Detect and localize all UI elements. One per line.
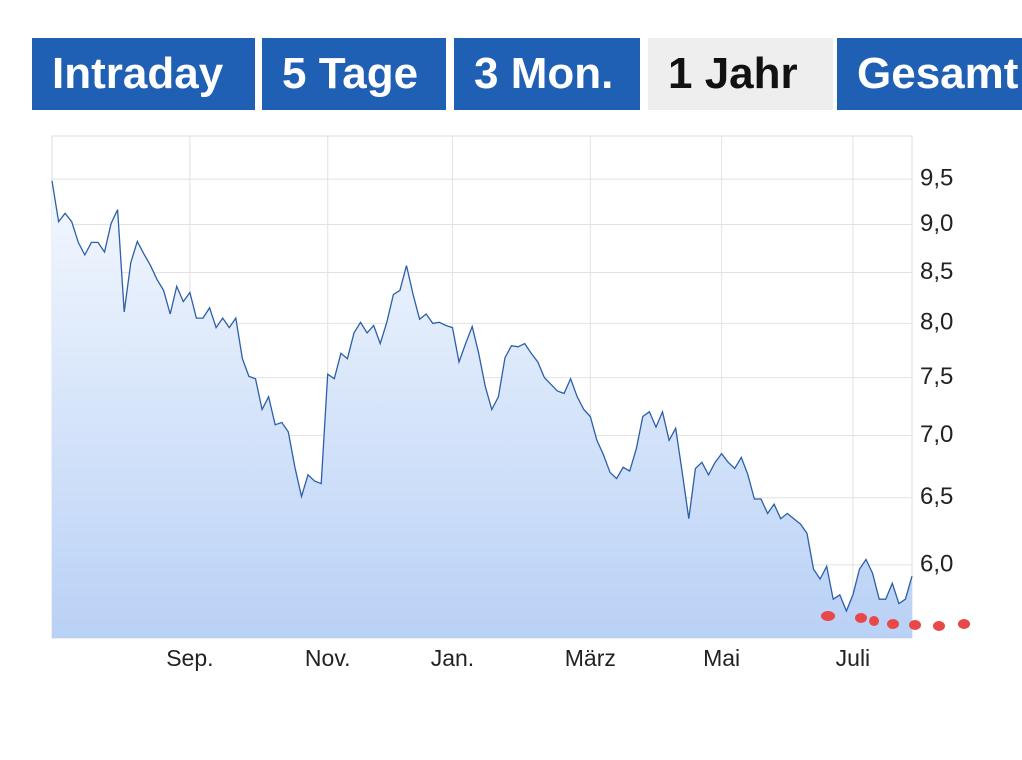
y-tick-label: 9,0 bbox=[920, 210, 953, 237]
area bbox=[52, 180, 912, 639]
tab[interactable]: 1 Jahr bbox=[648, 38, 833, 110]
y-tick-label: 7,5 bbox=[920, 363, 953, 390]
x-tick-label: Jan. bbox=[431, 645, 474, 671]
x-tick-label: Nov. bbox=[305, 645, 351, 671]
y-tick-label: 8,5 bbox=[920, 258, 953, 285]
annotation-dot bbox=[855, 613, 867, 623]
x-tick-label: Juli bbox=[836, 645, 871, 671]
tab[interactable]: Intraday bbox=[32, 38, 255, 110]
annotation-dot bbox=[869, 616, 879, 626]
x-tick-label: Mai bbox=[703, 645, 740, 671]
annotation-dots bbox=[821, 611, 970, 631]
annotation-dot bbox=[933, 621, 945, 631]
price-line bbox=[51, 180, 913, 613]
annotation-dot bbox=[909, 620, 921, 630]
y-tick-label: 8,0 bbox=[920, 309, 953, 336]
y-tick-label: 7,0 bbox=[920, 421, 953, 448]
annotation-dot bbox=[958, 619, 970, 629]
y-tick-label: 6,0 bbox=[920, 550, 953, 577]
tab[interactable]: Gesamt bbox=[837, 38, 1022, 110]
y-tick-label: 6,5 bbox=[920, 483, 953, 510]
tab-bar: Intraday 5 Tage 3 Mon. 1 Jahr Gesamt bbox=[32, 38, 1022, 110]
annotation-dot bbox=[821, 611, 835, 621]
x-tick-label: März bbox=[565, 645, 616, 671]
x-tick-label: Sep. bbox=[166, 645, 213, 671]
y-tick-label: 9,5 bbox=[920, 164, 953, 191]
tab[interactable]: 5 Tage bbox=[262, 38, 446, 110]
annotation-dot bbox=[887, 619, 899, 629]
tab[interactable]: 3 Mon. bbox=[454, 38, 640, 110]
